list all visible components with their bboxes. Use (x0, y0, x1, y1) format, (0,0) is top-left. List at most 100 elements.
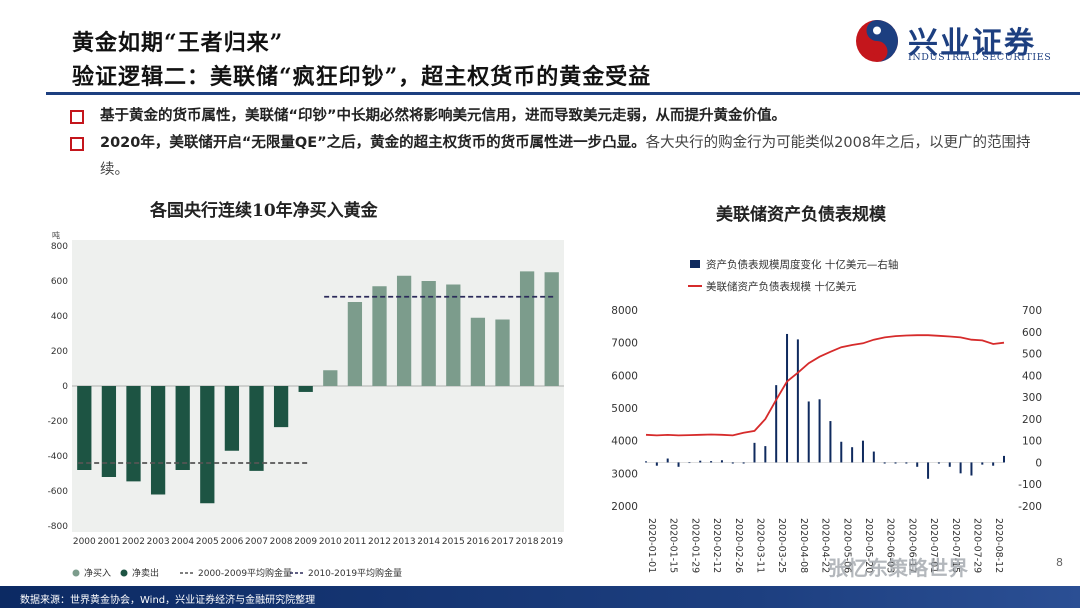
bar-net-buy (421, 281, 436, 386)
y-right-tick-label: -200 (1018, 501, 1042, 513)
bar-weekly-change (807, 401, 810, 463)
bar-weekly-change (775, 385, 778, 463)
x-tick-label: 2020-05-20 (863, 518, 874, 573)
footer-source: 数据来源：世界黄金协会，Wind，兴业证券经济与金融研究院整理 (20, 595, 316, 606)
bar-weekly-change (655, 462, 658, 466)
x-tick-label: 2016 (466, 537, 489, 547)
bar-net-sell (126, 386, 141, 482)
bar-weekly-change (970, 462, 973, 476)
bar-weekly-change (699, 460, 702, 463)
bar-weekly-change (851, 447, 854, 463)
x-tick-label: 2019 (540, 537, 563, 547)
x-tick-label: 2020-03-25 (776, 518, 787, 573)
bar-weekly-change (981, 462, 984, 465)
x-tick-label: 2000 (73, 537, 96, 547)
bar-net-sell (101, 386, 117, 477)
bar-weekly-change (948, 462, 951, 467)
bar-weekly-change (764, 446, 767, 463)
bar-net-sell (249, 386, 264, 471)
x-tick-label: 2020-01-29 (689, 518, 700, 573)
bullet-text: 各大央行的购金行为可能类似2008年之后，以更广的范围持续。 (100, 135, 1031, 178)
bar-net-buy (446, 284, 461, 386)
chart-title-gold: 各国央行连续10年净买入黄金 (150, 201, 378, 221)
bar-net-sell (200, 386, 215, 504)
line-balance-sheet (645, 334, 1005, 437)
x-tick-label: 2020-08-12 (993, 518, 1004, 573)
y-left-tick-label: 2000 (611, 501, 638, 513)
bar-net-buy (470, 317, 486, 386)
bar-net-buy (396, 275, 412, 386)
bar-net-sell (224, 386, 240, 451)
legend-label: 净买入 (84, 567, 111, 579)
legend-label: 资产负债表规模周度变化 十亿美元—右轴 (706, 258, 898, 271)
x-tick-label: 2011 (343, 537, 366, 547)
x-tick-label: 2002 (122, 537, 145, 547)
y-right-tick-label: 300 (1022, 392, 1042, 404)
x-tick-label: 2015 (442, 537, 465, 547)
x-tick-label: 2006 (220, 537, 243, 547)
y-unit-label: 吨 (52, 230, 60, 240)
x-tick-label: 2012 (368, 537, 391, 547)
x-tick-label: 2020-07-01 (928, 518, 939, 573)
bar-weekly-change (959, 462, 962, 474)
chart-title-fed: 美联储资产负债表规模 (716, 205, 886, 225)
legend-label: 2000-2009平均购金量 (198, 567, 292, 579)
bar-weekly-change (894, 462, 897, 464)
bar-net-sell (150, 386, 166, 495)
y-right-tick-label: 100 (1022, 436, 1042, 448)
bar-weekly-change (872, 451, 875, 463)
x-tick-label: 2020-04-22 (820, 518, 831, 573)
legend-label: 2010-2019平均购金量 (308, 567, 402, 579)
x-tick-label: 2020-02-26 (733, 518, 744, 573)
logo-name-en: INDUSTRIAL SECURITIES (908, 52, 1052, 63)
x-tick-label: 2018 (516, 537, 539, 547)
y-right-tick-label: 500 (1022, 349, 1042, 361)
y-right-tick-label: 400 (1022, 370, 1042, 382)
bar-weekly-change (645, 461, 647, 463)
legend-marker-buy (72, 569, 80, 577)
bar-weekly-change (786, 333, 789, 463)
bullet-text-bold: 基于黄金的货币属性，美联储“印钞”中长期必然将影响美元信用，进而导致美元走弱，从… (100, 108, 787, 124)
y-left-tick-label: 6000 (611, 370, 638, 382)
x-tick-label: 2003 (147, 537, 170, 547)
x-tick-label: 2017 (491, 537, 514, 547)
bar-weekly-change (992, 462, 995, 466)
y-tick-label: 400 (51, 312, 68, 322)
x-tick-label: 2013 (393, 537, 416, 547)
bar-net-sell (77, 386, 92, 470)
x-tick-label: 2020-07-15 (950, 518, 961, 573)
bullet-text-bold: 2020年，美联储开启“无限量QE”之后，黄金的超主权货币的货币属性进一步凸显。 (100, 135, 646, 151)
x-tick-label: 2004 (171, 537, 194, 547)
bar-net-sell (273, 386, 289, 428)
x-tick-label: 2008 (270, 537, 293, 547)
y-tick-label: 800 (51, 242, 68, 252)
bar-weekly-change (677, 462, 680, 467)
bar-weekly-change (666, 458, 669, 463)
bullet-list: 基于黄金的货币属性，美联储“印钞”中长期必然将影响美元信用，进而导致美元走弱，从… (70, 103, 1050, 184)
legend-marker-sell (120, 569, 128, 577)
bar-net-buy (347, 302, 363, 386)
y-right-tick-label: 200 (1022, 414, 1042, 426)
bar-net-buy (495, 319, 510, 386)
bar-weekly-change (710, 461, 713, 463)
page-title: 黄金如期“王者归来” (72, 30, 284, 56)
footer-bar (0, 586, 1080, 608)
bar-weekly-change (731, 462, 734, 464)
x-tick-label: 2020-06-03 (885, 518, 896, 573)
header-rule (46, 92, 1080, 95)
bar-net-buy (372, 286, 387, 386)
y-right-tick-label: 600 (1022, 327, 1042, 339)
x-tick-label: 2020-02-12 (711, 518, 722, 573)
x-tick-label: 2007 (245, 537, 268, 547)
legend-label: 美联储资产负债表规模 十亿美元 (706, 280, 857, 293)
logo-mark-icon (856, 20, 898, 62)
bar-weekly-change (861, 440, 864, 463)
x-tick-label: 2020-03-11 (754, 518, 765, 573)
logo-name-cn: 兴业证券 (908, 26, 1036, 61)
bar-weekly-change (927, 462, 930, 479)
bar-weekly-change (753, 442, 756, 463)
x-tick-label: 2020-01-15 (668, 518, 679, 573)
y-tick-label: 200 (51, 347, 68, 357)
bullet-item: 2020年，美联储开启“无限量QE”之后，黄金的超主权货币的货币属性进一步凸显。… (70, 130, 1050, 184)
